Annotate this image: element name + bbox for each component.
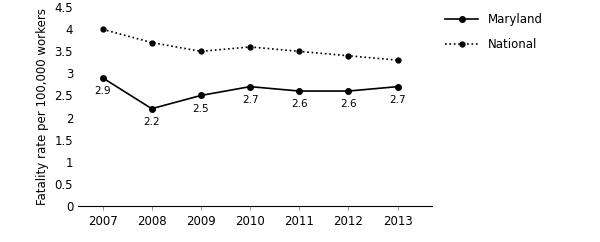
Text: 2.2: 2.2: [143, 117, 160, 127]
Maryland: [345, 90, 352, 92]
National: [394, 59, 401, 62]
National: [148, 41, 155, 44]
Text: 2.6: 2.6: [340, 99, 357, 109]
Y-axis label: Fatality rate per 100,000 workers: Fatality rate per 100,000 workers: [36, 8, 49, 205]
National: [247, 45, 254, 48]
Maryland: [99, 76, 106, 79]
National: [197, 50, 205, 53]
National: [99, 28, 106, 31]
Maryland: [296, 90, 303, 92]
Line: Maryland: Maryland: [100, 75, 400, 112]
Maryland: [394, 85, 401, 88]
Line: National: National: [100, 27, 400, 63]
Maryland: [197, 94, 205, 97]
Maryland: [247, 85, 254, 88]
National: [345, 54, 352, 57]
National: [296, 50, 303, 53]
Text: 2.7: 2.7: [242, 95, 259, 105]
Text: 2.5: 2.5: [193, 104, 209, 114]
Maryland: [148, 107, 155, 110]
Text: 2.9: 2.9: [94, 86, 111, 96]
Text: 2.7: 2.7: [389, 95, 406, 105]
Legend: Maryland, National: Maryland, National: [445, 13, 542, 51]
Text: 2.6: 2.6: [291, 99, 308, 109]
